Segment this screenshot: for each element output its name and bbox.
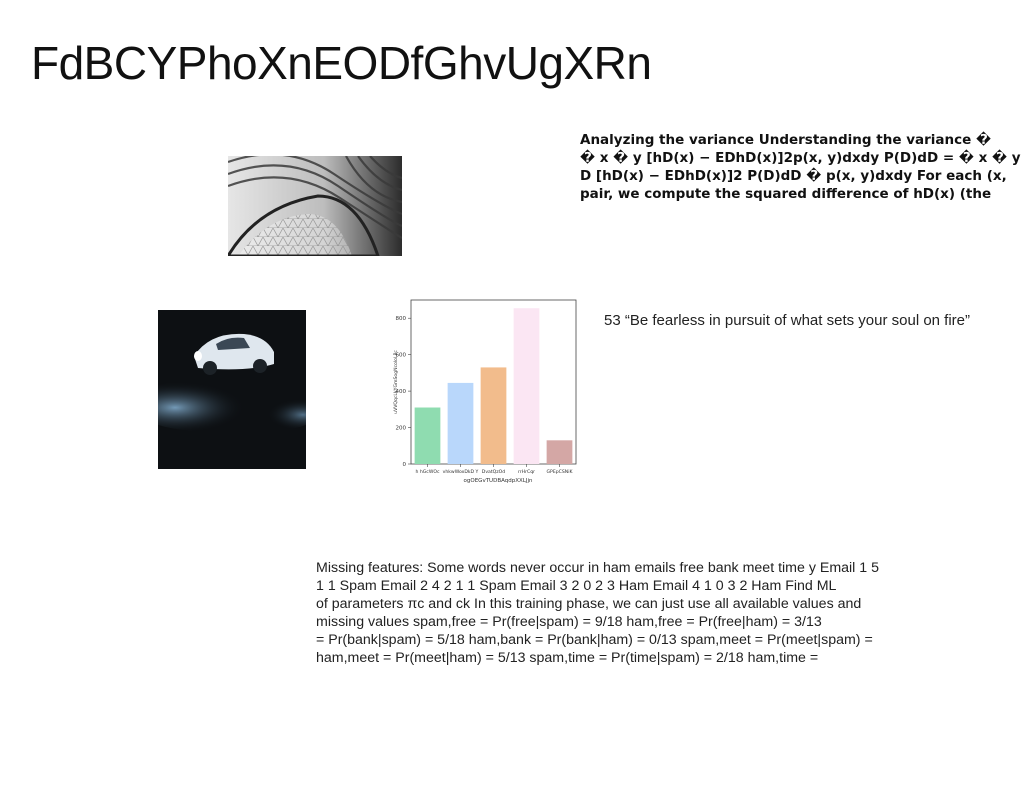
chart-bar [514, 308, 540, 464]
architecture-photo-graphic [228, 156, 402, 256]
chart-x-axis-label: ogOEGvTUDBAqdpXXLJjn [464, 478, 533, 484]
variance-text-block: Analyzing the variance Understanding the… [580, 131, 1024, 207]
quote-text: 53 “Be fearless in pursuit of what sets … [604, 312, 970, 329]
notes-line: = Pr(bank|spam) = 5/18 ham,bank = Pr(ban… [316, 631, 1016, 649]
car-photo-graphic [158, 310, 306, 469]
chart-bar [448, 383, 474, 464]
architecture-photo [228, 156, 402, 256]
notes-line: 1 1 Spam Email 2 4 2 1 1 Spam Email 3 2 … [316, 577, 1016, 595]
variance-text-line: � x � y [hD(x) − EDhD(x)]2p(x, y)dxdy P(… [580, 149, 1024, 167]
chart-y-tick-label: 0 [403, 462, 407, 468]
chart-bar [547, 440, 573, 464]
chart-x-tick-label: rrHrCqr [518, 469, 535, 475]
variance-text-line: Analyzing the variance Understanding the… [580, 131, 1024, 149]
chart-y-tick-label: 200 [396, 425, 407, 431]
bar-chart: 0 200 400 600 800 h hGcWOc vhkwWoxDkD Y DvatQzO… [380, 292, 582, 492]
bar-chart-svg: 0200400600800h hGcWOc vhkwWoxDkD Y DvatQzO… [380, 292, 582, 492]
notes-line: ham,meet = Pr(meet|ham) = 5/13 spam,time… [316, 649, 1016, 667]
chart-bar [415, 408, 441, 464]
notes-line: of parameters πc and ck In this training… [316, 595, 1016, 613]
chart-bar [481, 367, 507, 464]
chart-x-tick-label: h hGcWOc [415, 469, 440, 475]
notes-line: Missing features: Some words never occur… [316, 559, 1016, 577]
car-photo [158, 310, 306, 469]
notes-text-block: Missing features: Some words never occur… [316, 559, 1016, 667]
chart-y-axis-label: uVVQqcLkYGmSogNcoloLPc [393, 350, 399, 414]
variance-text-line: pair, we compute the squared difference … [580, 185, 1024, 203]
page-title: FdBCYPhoXnEODfGhvUgXRn [31, 36, 652, 90]
chart-x-tick-label: vhkwWoxDkD Y [443, 469, 479, 475]
chart-x-tick-label: DvatQzOd [482, 469, 506, 475]
chart-x-tick-label: GPEpCSNiK [547, 469, 574, 475]
chart-y-tick-label: 800 [396, 316, 407, 322]
notes-line: missing values spam,free = Pr(free|spam)… [316, 613, 1016, 631]
variance-text-line: D [hD(x) − EDhD(x)]2 P(D)dD � p(x, y)dxd… [580, 167, 1024, 185]
